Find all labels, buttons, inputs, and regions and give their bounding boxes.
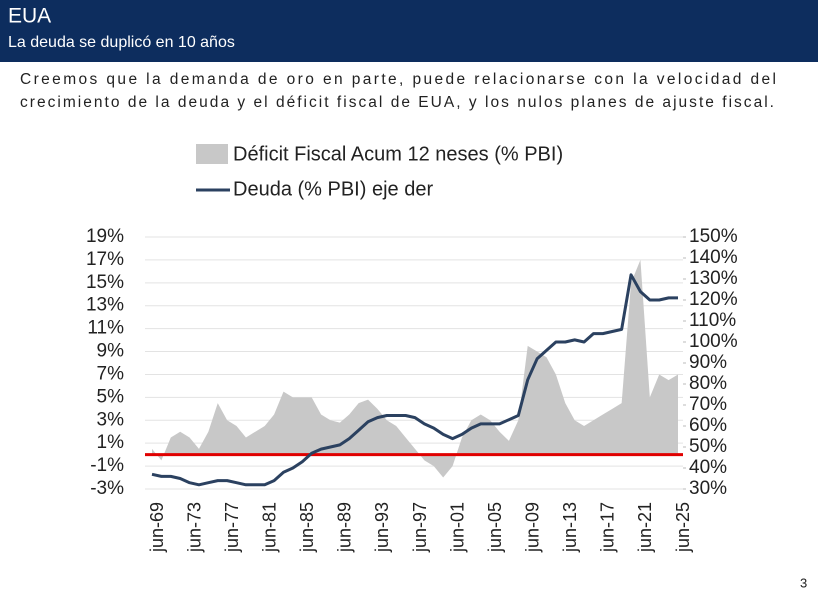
y2-tick-label: 140% xyxy=(689,247,738,268)
y-tick-label: 19% xyxy=(86,226,124,247)
y-tick-label: 1% xyxy=(97,432,125,453)
x-tick-label: jun-09 xyxy=(522,502,542,553)
y-tick-label: -3% xyxy=(90,478,124,499)
page-number: 3 xyxy=(800,575,807,590)
legend-swatch xyxy=(196,144,228,164)
y2-tick-label: 60% xyxy=(689,415,727,436)
y2-tick-label: 110% xyxy=(689,310,736,331)
y2-tick-label: 50% xyxy=(689,436,727,457)
slide-title: EUA xyxy=(8,5,51,28)
deficit-area xyxy=(152,259,678,478)
y-tick-label: 15% xyxy=(86,272,124,293)
x-tick-label: jun-81 xyxy=(259,502,279,553)
x-tick-label: jun-05 xyxy=(485,502,505,553)
x-tick-label: jun-97 xyxy=(410,502,430,553)
debt-line xyxy=(151,273,678,487)
x-tick-label: jun-01 xyxy=(447,502,467,553)
y2-tick-label: 100% xyxy=(689,331,738,352)
y2-tick-label: 80% xyxy=(689,373,727,394)
y2-tick-label: 150% xyxy=(689,226,738,247)
legend-label: Déficit Fiscal Acum 12 neses (% PBI) xyxy=(233,143,563,165)
x-tick-label: jun-17 xyxy=(598,502,618,553)
y2-tick-label: 120% xyxy=(689,289,738,310)
y-tick-label: 7% xyxy=(97,363,125,384)
x-tick-label: jun-93 xyxy=(372,502,392,553)
x-tick-label: jun-85 xyxy=(297,502,317,553)
x-tick-label: jun-69 xyxy=(147,502,167,553)
header-bar xyxy=(0,0,818,62)
y-tick-label: 3% xyxy=(97,409,125,430)
x-tick-label: jun-13 xyxy=(560,502,580,553)
y-tick-label: -1% xyxy=(90,455,124,476)
x-tick-label: jun-73 xyxy=(184,502,204,553)
y-tick-label: 9% xyxy=(97,341,125,362)
y2-tick-label: 90% xyxy=(689,352,727,373)
y2-tick-label: 30% xyxy=(689,478,727,499)
y2-tick-label: 70% xyxy=(689,394,727,415)
body-text: crecimiento de la deuda y el déficit fis… xyxy=(20,94,774,111)
legend-label: Deuda (% PBI) eje der xyxy=(233,178,433,200)
y-tick-label: 17% xyxy=(86,249,124,270)
x-tick-label: jun-89 xyxy=(335,502,355,553)
x-tick-label: jun-21 xyxy=(635,502,655,553)
y-tick-label: 11% xyxy=(87,318,124,339)
y-tick-label: 5% xyxy=(97,386,125,407)
slide-subtitle: La deuda se duplicó en 10 años xyxy=(8,34,235,51)
y-tick-label: 13% xyxy=(86,295,124,316)
x-tick-label: jun-77 xyxy=(222,502,242,553)
y2-tick-label: 130% xyxy=(689,268,738,289)
y2-tick-label: 40% xyxy=(689,457,727,478)
x-tick-label: jun-25 xyxy=(673,502,693,553)
body-text: Creemos que la demanda de oro en parte, … xyxy=(20,71,776,88)
